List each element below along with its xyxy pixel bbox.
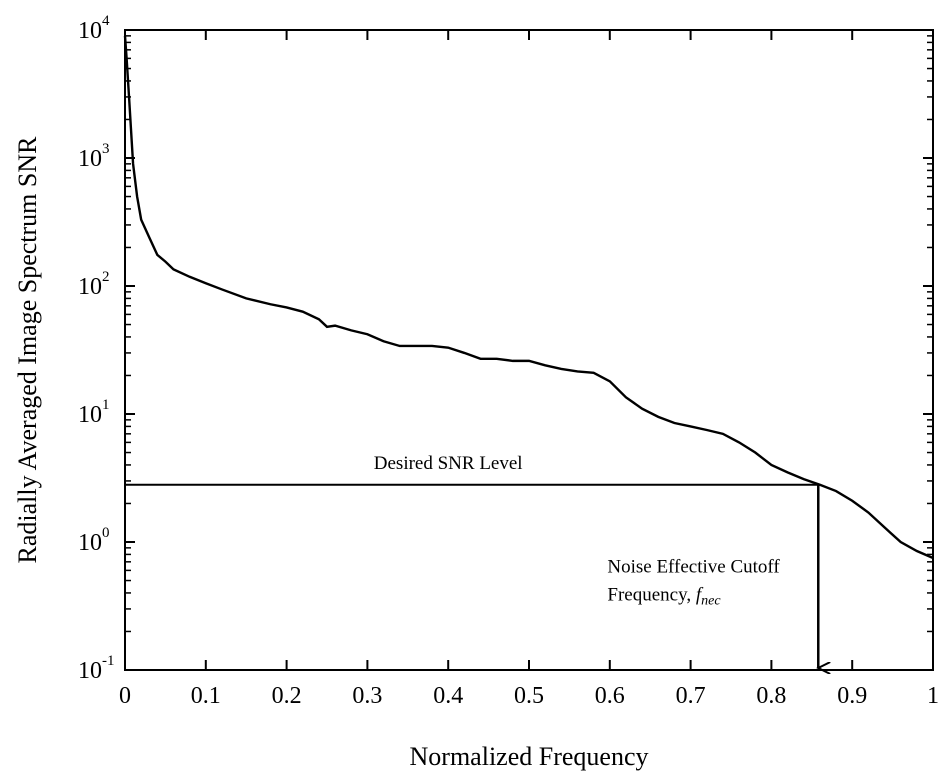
x-tick-label: 0.5 (514, 683, 544, 709)
x-tick-label: 0.6 (595, 683, 625, 709)
y-tick-exponent: 4 (102, 13, 110, 29)
cutoff-label-prefix: Frequency, (607, 584, 695, 605)
series-line (123, 35, 934, 560)
x-tick-label: 1 (927, 683, 938, 709)
x-axis-title: Normalized Frequency (410, 742, 649, 771)
x-tick-label: 0.1 (191, 683, 221, 709)
x-tick-label: 0.4 (433, 683, 463, 709)
y-tick-exponent: 0 (102, 525, 110, 541)
y-tick-label: 101 (78, 397, 110, 428)
x-tick-label: 0 (119, 683, 131, 709)
plot-frame (124, 29, 934, 671)
x-tick-label: 0.3 (352, 683, 382, 709)
cutoff-label-line1: Noise Effective Cutoff (607, 556, 780, 577)
y-tick-base: 10 (78, 530, 102, 556)
y-tick-label: 100 (78, 525, 110, 556)
y-axis-title: Radially Averaged Image Spectrum SNR (13, 136, 42, 564)
y-tick-exponent: 2 (102, 269, 110, 285)
y-tick-base: 10 (78, 146, 102, 172)
axis-ticks (124, 29, 934, 671)
y-tick-base: 10 (78, 274, 102, 300)
x-tick-label: 0.9 (837, 683, 867, 709)
cutoff-label-subscript: nec (701, 593, 721, 608)
y-tick-exponent: -1 (102, 653, 115, 669)
y-tick-label: 103 (78, 141, 110, 172)
y-tick-base: 10 (78, 18, 102, 44)
x-tick-label: 0.7 (676, 683, 706, 709)
y-tick-label: 102 (78, 269, 110, 300)
cutoff-label-line2: Frequency, fnec (607, 584, 721, 608)
y-tick-label: 10-1 (78, 653, 115, 684)
desired-snr-label: Desired SNR Level (374, 453, 523, 474)
y-tick-base: 10 (78, 402, 102, 428)
y-tick-exponent: 3 (102, 141, 110, 157)
x-tick-labels: 0 0.1 0.2 0.3 0.4 0.5 0.6 0.7 0.8 0.9 1 (119, 683, 938, 709)
y-tick-label: 104 (78, 13, 110, 44)
y-tick-base: 10 (78, 658, 102, 684)
cutoff-label-symbol: f (696, 584, 704, 605)
x-tick-label: 0.2 (272, 683, 302, 709)
y-tick-exponent: 1 (102, 397, 110, 413)
x-tick-label: 0.8 (756, 683, 786, 709)
